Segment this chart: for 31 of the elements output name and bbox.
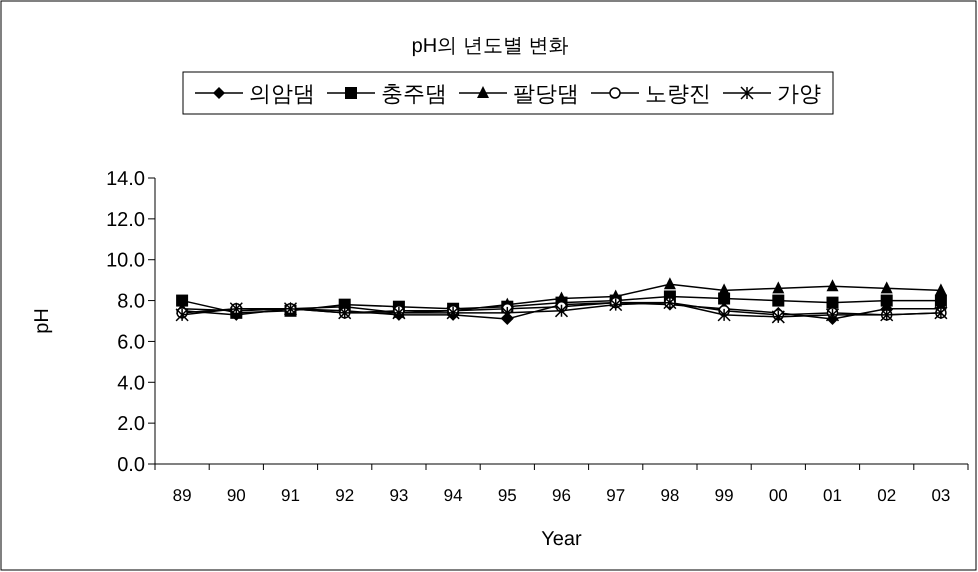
y-tick-label: 6.0	[117, 331, 145, 354]
x-tick-label: 94	[444, 486, 463, 505]
x-tick-label: 00	[768, 486, 788, 505]
x-tick-label: 02	[877, 486, 896, 505]
legend-label: 충주댐	[381, 81, 447, 106]
x-tick-label: 90	[226, 486, 246, 505]
y-tick-label: 2.0	[117, 413, 145, 436]
x-tick-label: 98	[660, 486, 680, 505]
x-tick-label: 99	[714, 486, 734, 505]
x-tick-label: 01	[823, 486, 842, 505]
legend-label: 노량진	[645, 81, 711, 106]
y-tick-label: 0.0	[117, 454, 145, 476]
x-tick-label: 93	[389, 486, 408, 505]
x-tick-label: 95	[498, 486, 517, 505]
x-axis-title: Year	[541, 528, 582, 550]
legend-label: 의암댐	[249, 81, 315, 106]
x-tick-label: 03	[931, 486, 950, 505]
y-tick-label: 10.0	[106, 250, 145, 272]
x-tick-label: 97	[606, 486, 626, 505]
y-tick-label: 4.0	[117, 372, 145, 394]
legend-label: 가양	[777, 81, 821, 106]
y-tick-label: 12.0	[106, 208, 145, 231]
y-tick-label: 14.0	[106, 168, 145, 190]
y-tick-label: 8.0	[117, 290, 145, 313]
x-tick-label: 91	[281, 486, 300, 505]
x-tick-label: 89	[172, 486, 192, 505]
x-tick-label: 96	[552, 486, 571, 505]
x-tick-label: 92	[335, 486, 354, 505]
legend-label: 팔당댐	[513, 81, 579, 106]
chart-title: pH의 년도별 변화	[412, 35, 568, 57]
y-axis-title: pH	[31, 308, 53, 334]
